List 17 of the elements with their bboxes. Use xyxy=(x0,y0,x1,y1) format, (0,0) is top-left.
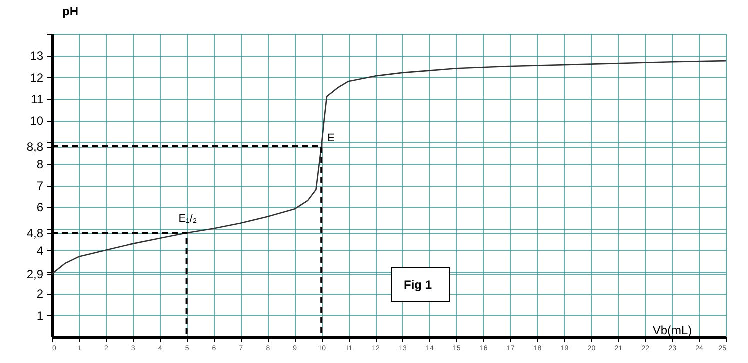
y-tick-label: 13 xyxy=(30,49,44,64)
y-tick-label: 8 xyxy=(36,157,44,172)
y-tick-label: 2,9 xyxy=(26,268,44,282)
y-tick-label: 8,8 xyxy=(26,140,44,154)
y-tick-label: 7 xyxy=(36,179,44,193)
y-tick-label: 1 xyxy=(36,308,44,323)
y-tick-label: 6 xyxy=(36,200,44,215)
y-tick-label: 12 xyxy=(30,70,44,85)
annotation: E xyxy=(328,132,335,145)
y-tick-label: 4,8 xyxy=(26,226,44,241)
y-tick-label: 11 xyxy=(31,92,44,106)
y-axis-title: pH xyxy=(62,4,78,18)
y-tick-label: 10 xyxy=(30,114,44,128)
annotation: Fig 1 xyxy=(404,278,432,292)
y-tick-label: 2 xyxy=(36,287,44,302)
line-series xyxy=(51,60,727,275)
y-tick-label: 4 xyxy=(36,244,44,258)
